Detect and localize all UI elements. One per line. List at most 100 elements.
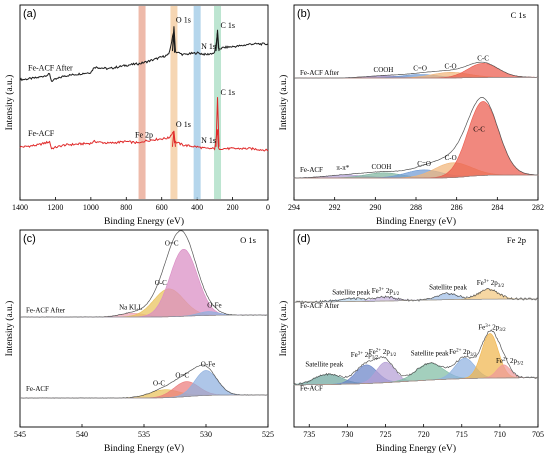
envelope-line xyxy=(293,329,539,386)
x-tick-label: 800 xyxy=(120,203,132,212)
x-tick-label: 200 xyxy=(227,203,239,212)
panel-title: O 1s xyxy=(240,235,256,245)
x-axis-label: Binding Energy (eV) xyxy=(376,443,456,454)
peak-label: Satellite peak xyxy=(305,360,343,368)
x-tick-label: 735 xyxy=(303,430,315,439)
plot-frame xyxy=(19,4,269,201)
x-tick-label: 725 xyxy=(380,430,392,439)
peak-annotation: C 1s xyxy=(221,88,235,97)
panel-label: (c) xyxy=(23,233,36,245)
peak-annotation: N 1s xyxy=(201,136,216,145)
x-tick-label: 282 xyxy=(532,203,544,212)
x-axis-label: Binding Energy (eV) xyxy=(104,443,184,454)
peak-label: Fe3+ 2p1/2 xyxy=(351,351,379,361)
baseline xyxy=(294,298,538,303)
peak-label: O-C xyxy=(153,380,165,388)
series-line xyxy=(19,129,269,152)
series-name: Fe-ACF xyxy=(300,166,323,174)
x-tick-label: 400 xyxy=(191,203,203,212)
peak-annotation: O 1s xyxy=(176,120,191,129)
x-tick-label: 715 xyxy=(456,430,468,439)
baseline xyxy=(294,77,538,79)
series-name: Fe-ACF xyxy=(300,385,323,393)
panel-label: (a) xyxy=(23,8,36,20)
peak-label: C-O xyxy=(445,154,457,162)
peak-label: C-O xyxy=(445,62,457,70)
peak-label: O=C xyxy=(175,372,189,380)
x-tick-label: 1200 xyxy=(47,203,63,212)
x-tick-label: 292 xyxy=(329,203,341,212)
y-axis-label: Intensity (a.u.) xyxy=(4,75,15,131)
series-peak xyxy=(171,130,176,147)
x-tick-label: 294 xyxy=(288,203,300,212)
peak-label: C-C xyxy=(473,125,485,133)
peak-label: O-C xyxy=(155,279,167,287)
plot-frame xyxy=(293,229,539,428)
baseline xyxy=(294,174,538,179)
panel-b: 294 292 290 288 286 284 282 Binding Energy (eV)… xyxy=(278,4,544,227)
peak-label: Fe2+ 2p1/2 xyxy=(369,348,397,358)
peak-label: COOH xyxy=(374,66,394,74)
x-tick-label: 600 xyxy=(156,203,168,212)
envelope-line xyxy=(19,364,269,399)
x-tick-label: 0 xyxy=(266,203,270,212)
highlight-band xyxy=(138,6,146,199)
envelope-line xyxy=(293,97,538,179)
x-tick-label: 286 xyxy=(451,203,463,212)
x-axis-label: Binding Energy (eV) xyxy=(376,216,456,227)
peak-label: Satellite peak xyxy=(332,289,370,297)
x-tick-label: 1400 xyxy=(12,203,28,212)
peak-label: O=C xyxy=(165,239,179,247)
x-tick-label: 710 xyxy=(494,430,506,439)
x-tick-label: 545 xyxy=(14,430,26,439)
x-axis-label: Binding Energy (eV) xyxy=(104,216,184,227)
x-tick-label: 284 xyxy=(491,203,503,212)
panel-d: 735 730 725 720 715 710 705 Binding Energy (eV)… xyxy=(278,229,544,454)
highlight-band xyxy=(193,6,201,199)
peak-label: C=O xyxy=(417,160,431,168)
peak-annotation: C 1s xyxy=(221,21,235,30)
series-name: Fe-ACF xyxy=(28,129,55,138)
peak-label: Satellite peak xyxy=(411,349,449,357)
x-tick-label: 530 xyxy=(200,430,212,439)
peak-annotation: Fe 2p xyxy=(135,131,153,140)
peak-label: C=O xyxy=(413,64,427,72)
series-line xyxy=(19,32,269,82)
envelope-line xyxy=(293,288,539,304)
series-name: Fe-ACF xyxy=(26,385,49,393)
peak-label: Fe2+ 2p3/2 xyxy=(496,357,524,367)
peak-annotation: O 1s xyxy=(176,16,191,25)
series-peak xyxy=(215,29,220,52)
y-axis-label: Intensity (a.u.) xyxy=(278,75,289,131)
x-tick-label: 705 xyxy=(532,430,544,439)
x-tick-label: 535 xyxy=(138,430,150,439)
peak-label: Fe2+ 2p3/2 xyxy=(449,348,477,358)
x-tick-label: 288 xyxy=(410,203,422,212)
peak-label: Na KLL xyxy=(119,303,143,311)
peak-label: Fe3+ 2p3/2 xyxy=(477,279,505,289)
peak-label: π-π* xyxy=(336,164,349,172)
panel-label: (b) xyxy=(297,8,310,20)
y-axis-label: Intensity (a.u.) xyxy=(4,301,15,357)
x-tick-label: 720 xyxy=(418,430,430,439)
peak-label: Satellite peak xyxy=(429,284,467,292)
peak-label: COOH xyxy=(372,163,392,171)
peak-label: O-Fe xyxy=(201,360,215,368)
panel-title: C 1s xyxy=(511,10,526,20)
series-name: Fe-ACF After xyxy=(26,306,66,314)
series-name: Fe-ACF After xyxy=(300,302,340,310)
x-tick-label: 1000 xyxy=(83,203,99,212)
series-name: Fe-ACF After xyxy=(28,64,73,73)
peak-label: O-Fe xyxy=(207,302,221,310)
series-peak xyxy=(215,97,220,147)
panel-c: 545 540 535 530 525 Binding Energy (eV) Intens… xyxy=(4,229,274,454)
series-name: Fe-ACF After xyxy=(300,69,340,77)
panel-title: Fe 2p xyxy=(507,235,526,245)
x-tick-label: 540 xyxy=(76,430,88,439)
highlight-band xyxy=(170,6,178,199)
baseline xyxy=(294,377,538,386)
panel-a: 1400 1200 1000 800 600 400 200 0 Binding Energy … xyxy=(4,4,270,227)
panel-label: (d) xyxy=(297,233,310,245)
x-tick-label: 730 xyxy=(341,430,353,439)
